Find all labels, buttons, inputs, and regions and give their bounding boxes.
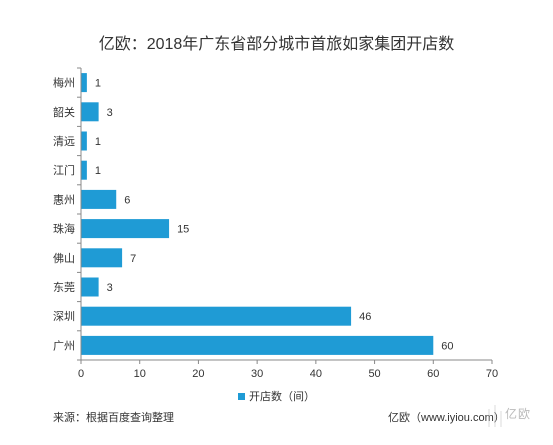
bar-惠州: [81, 189, 117, 209]
category-label: 江门: [53, 163, 75, 177]
x-tick-label: 0: [78, 368, 84, 380]
x-tick-label: 40: [310, 368, 322, 380]
x-tick-label: 30: [251, 368, 263, 380]
category-label: 清远: [53, 135, 75, 148]
category-label: 梅州: [53, 76, 75, 90]
data-label: 60: [441, 340, 453, 352]
x-tick-label: 70: [486, 368, 498, 380]
data-label: 46: [359, 311, 371, 323]
bar-梅州: [81, 73, 87, 93]
bar-清远: [81, 131, 87, 151]
x-tick-label: 50: [368, 368, 380, 380]
source-note: 来源：根据百度查询整理: [53, 412, 174, 424]
data-label: 6: [124, 194, 130, 206]
category-label: 东莞: [53, 281, 75, 294]
category-label: 惠州: [53, 192, 75, 206]
bar-佛山: [81, 248, 123, 268]
bar-group: [81, 73, 434, 355]
data-label: 15: [177, 224, 189, 236]
data-label: 1: [95, 78, 101, 90]
legend-label: 开店数（间）: [249, 391, 315, 403]
watermark-text: 亿欧: [505, 407, 532, 421]
category-label: 佛山: [53, 252, 75, 265]
iyiou-logo-watermark: [488, 405, 502, 427]
category-label: 珠海: [53, 222, 75, 236]
bar-江门: [81, 160, 87, 180]
category-label: 韶关: [53, 105, 75, 119]
data-label: 1: [95, 165, 101, 177]
value-labels: 1 3 1 1 6 15 7 3 46 60: [95, 78, 454, 353]
bar-深圳: [81, 306, 352, 326]
bar-东莞: [81, 277, 99, 297]
legend: 开店数（间）: [0, 388, 553, 404]
data-label: 7: [130, 253, 136, 265]
bar-广州: [81, 335, 434, 355]
x-tick-label: 10: [134, 368, 146, 380]
data-label: 3: [107, 107, 113, 119]
category-label: 深圳: [53, 310, 75, 323]
x-tick-label: 60: [427, 368, 439, 380]
x-axis: 0 10 20 30 40 50 60 70: [77, 67, 498, 380]
chart-title: 亿欧：2018年广东省部分城市首旅如家集团开店数: [98, 36, 455, 53]
bar-珠海: [81, 219, 170, 239]
data-label: 3: [107, 282, 113, 294]
data-label: 1: [95, 136, 101, 148]
brand-url: 亿欧（www.iyiou.com）: [388, 412, 505, 424]
bar-韶关: [81, 102, 99, 122]
x-tick-label: 20: [192, 368, 204, 380]
legend-swatch: [238, 392, 245, 400]
category-label: 广州: [53, 339, 75, 352]
